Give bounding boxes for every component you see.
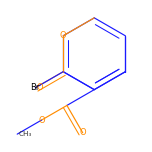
Text: Br: Br [31,83,40,92]
Text: O: O [79,128,86,137]
Text: CH₃: CH₃ [18,131,31,137]
Text: O: O [38,116,45,125]
Text: O: O [37,83,43,92]
Text: O: O [60,31,67,40]
